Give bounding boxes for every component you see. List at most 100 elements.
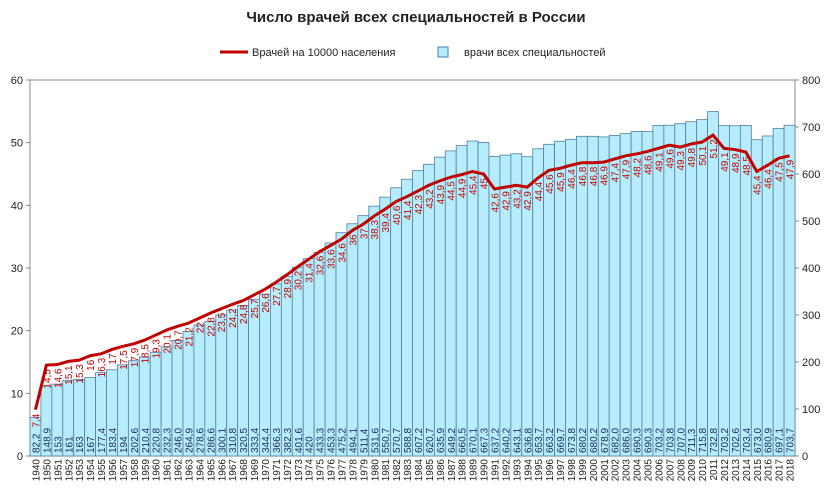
bar [335, 232, 348, 457]
line-value-label: 16,3 [97, 357, 108, 377]
x-tick-label: 1952 [64, 459, 75, 482]
x-tick-label: 1973 [294, 459, 305, 482]
bar [783, 124, 796, 457]
bar-value-label: 640,2 [501, 428, 512, 453]
bar [696, 119, 708, 457]
bar-value-label: 663,2 [545, 428, 556, 453]
bar-value-label: 232,3 [163, 428, 174, 453]
bar-value-label: 183,4 [108, 428, 119, 453]
y2-tick-label: 500 [802, 216, 820, 228]
bar [641, 131, 654, 457]
line-value-label: 50,1 [698, 146, 709, 166]
bar-value-label: 635,9 [436, 428, 447, 453]
line-value-label: 22 [195, 322, 206, 334]
bar-value-label: 531,6 [370, 428, 381, 453]
x-tick-label: 1958 [130, 459, 141, 482]
bar [718, 125, 730, 457]
bar [685, 121, 698, 457]
bar-value-label: 153 [53, 436, 64, 453]
line-value-label: 47,9 [786, 159, 797, 179]
bar-value-label: 707,0 [676, 428, 687, 453]
x-tick-label: 1961 [163, 459, 174, 482]
line-value-label: 16 [86, 359, 97, 371]
line-value-label: 46,8 [589, 166, 600, 186]
line-value-label: 44,4 [534, 181, 545, 201]
line-value-label: 32,6 [316, 255, 327, 275]
x-tick-label: 1950 [42, 459, 53, 482]
line-value-label: 24,2 [228, 308, 239, 328]
bar [652, 125, 665, 457]
bar-value-label: 697,1 [775, 428, 786, 453]
bar-value-label: 494,1 [348, 428, 359, 453]
x-tick-label: 2004 [633, 459, 644, 482]
line-value-label: 46,8 [578, 166, 589, 186]
x-tick-label: 1984 [414, 459, 425, 482]
x-tick-label: 2016 [764, 459, 775, 482]
line-value-label: 48,6 [643, 155, 654, 175]
x-tick-label: 1964 [195, 459, 206, 482]
x-tick-label: 2008 [676, 459, 687, 482]
x-tick-label: 1992 [501, 459, 512, 482]
x-tick-label: 2001 [600, 459, 611, 482]
x-tick-label: 1971 [272, 459, 283, 482]
bar-value-label: 732,8 [709, 428, 720, 453]
bar-value-label: 210,4 [141, 428, 152, 453]
x-tick-label: 1997 [556, 459, 567, 482]
line-value-label: 43,2 [512, 189, 523, 209]
x-tick-label: 1996 [545, 459, 556, 482]
bar-value-label: 673,8 [567, 428, 578, 453]
bar-value-label: 715,8 [698, 428, 709, 453]
line-value-label: 46,4 [567, 169, 578, 189]
bar-value-label: 163 [75, 436, 86, 453]
line-value-label: 44,5 [447, 181, 458, 201]
bar-value-label: 680,2 [589, 428, 600, 453]
line-value-label: 49,1 [720, 152, 731, 172]
line-value-label: 40,6 [392, 205, 403, 225]
x-tick-label: 2017 [775, 459, 786, 482]
x-tick-label: 1978 [348, 459, 359, 482]
bar-value-label: 653,7 [534, 428, 545, 453]
x-tick-label: 1957 [119, 459, 130, 482]
x-tick-label: 2002 [611, 459, 622, 482]
line-value-label: 25,7 [250, 299, 261, 319]
x-tick-label: 1953 [75, 459, 86, 482]
line-value-label: 14,5 [42, 369, 53, 389]
bar-value-label: 382,3 [283, 428, 294, 453]
bar-value-label: 167 [86, 436, 97, 453]
x-tick-label: 1962 [174, 459, 185, 482]
x-tick-label: 1967 [228, 459, 239, 482]
x-tick-label: 1995 [534, 459, 545, 482]
line-value-label: 45,9 [556, 172, 567, 192]
line-value-label: 42,6 [490, 193, 501, 213]
line-value-label: 49,3 [676, 151, 687, 171]
x-tick-label: 1969 [250, 459, 261, 482]
y2-tick-label: 600 [802, 169, 820, 181]
line-value-label: 19,3 [152, 339, 163, 359]
x-tick-label: 2011 [709, 459, 720, 481]
bar-value-label: 703,2 [720, 428, 731, 453]
bar-value-label: 161 [64, 436, 75, 453]
line-value-label: 41,4 [403, 200, 414, 220]
x-tick-label: 1974 [305, 459, 316, 482]
y2-tick-label: 100 [802, 404, 820, 416]
bar-value-label: 264,9 [184, 428, 195, 453]
bar [324, 242, 337, 457]
x-tick-label: 1981 [381, 459, 392, 482]
bar [302, 258, 315, 457]
line-value-label: 47,9 [622, 159, 633, 179]
bar [608, 135, 621, 457]
x-tick-label: 2003 [622, 459, 633, 482]
y-tick-label: 0 [17, 451, 23, 463]
x-tick-label: 1983 [403, 459, 414, 482]
bar-value-label: 636,8 [523, 428, 534, 453]
bar-value-label: 670,1 [469, 428, 480, 453]
y-tick-label: 20 [11, 326, 23, 338]
x-tick-label: 2010 [698, 459, 709, 482]
x-tick-label: 1966 [217, 459, 228, 482]
bar-value-label: 550,7 [381, 428, 392, 453]
x-tick-label: 1963 [184, 459, 195, 482]
bar-value-label: 637,2 [490, 428, 501, 453]
line-value-label: 42,9 [501, 191, 512, 211]
x-tick-label: 2000 [589, 459, 600, 482]
line-value-label: 47,5 [775, 162, 786, 182]
